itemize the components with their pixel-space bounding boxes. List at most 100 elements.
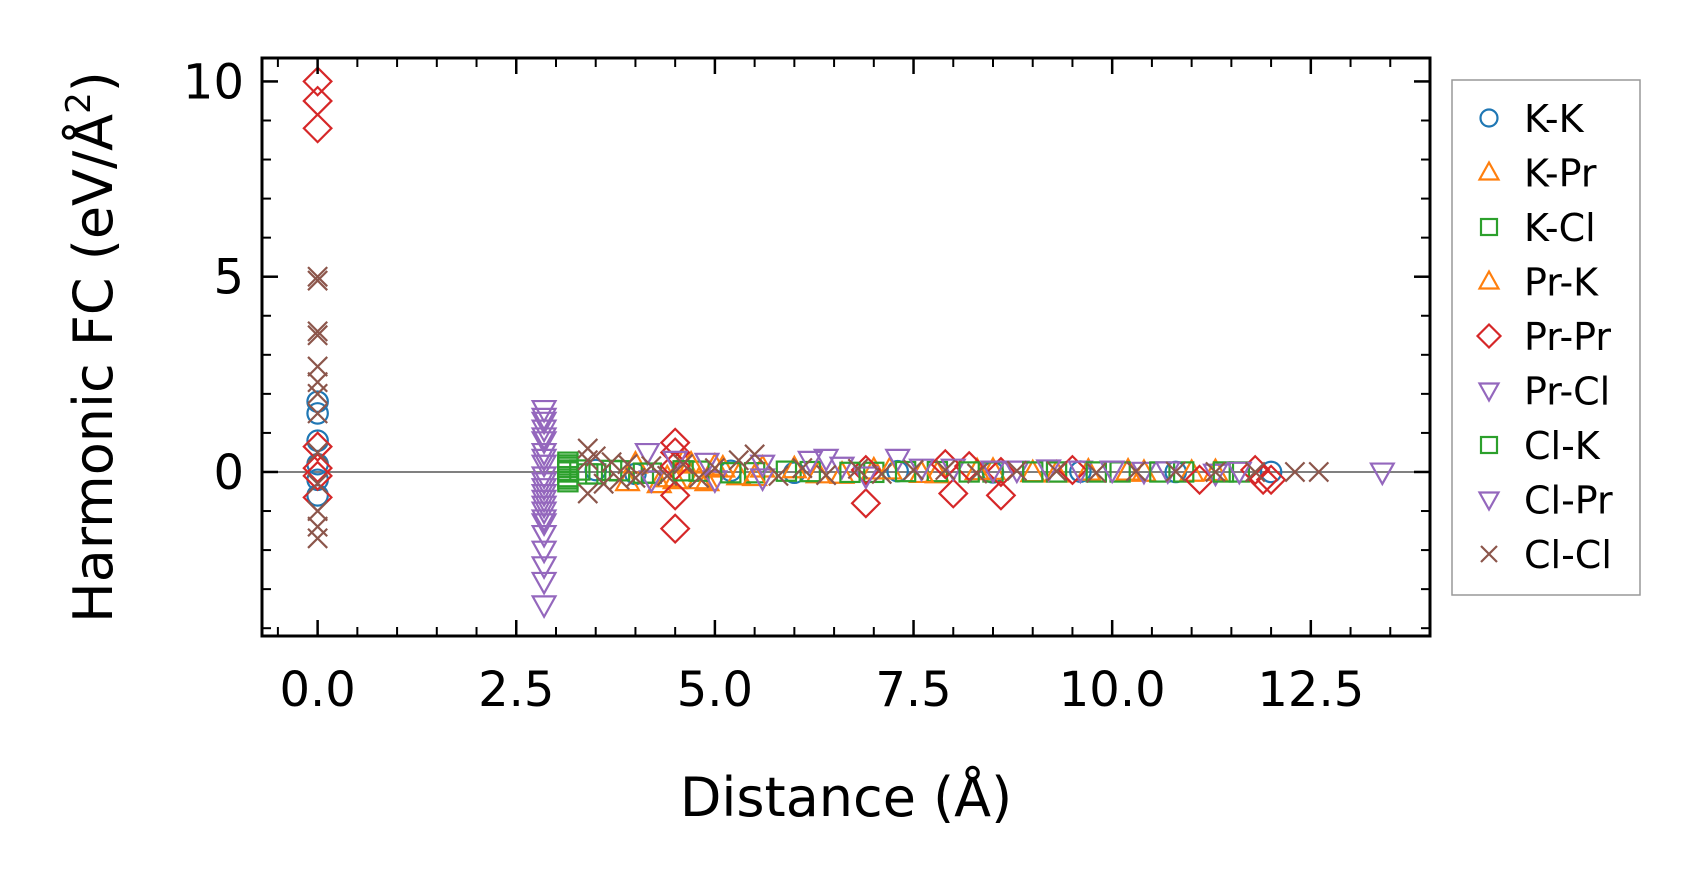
data-point-pr-cl bbox=[530, 399, 558, 424]
series-pr-pr bbox=[302, 66, 1287, 544]
data-point-cl-cl bbox=[966, 463, 988, 484]
legend-label-pr-cl: Pr-Cl bbox=[1524, 370, 1610, 414]
data-point-cl-cl bbox=[307, 383, 328, 405]
legend-marker-k-cl bbox=[1479, 217, 1499, 237]
legend-label-k-k: K-K bbox=[1524, 97, 1585, 141]
data-point-cl-cl bbox=[672, 453, 694, 475]
data-point-cl-pr bbox=[1369, 462, 1396, 487]
data-point-pr-cl bbox=[530, 454, 558, 479]
data-point-pr-pr bbox=[850, 454, 882, 486]
data-point-cl-cl bbox=[656, 465, 678, 487]
data-point-pr-cl bbox=[530, 501, 558, 526]
data-point-pr-cl bbox=[634, 442, 661, 467]
legend-marker-pr-k bbox=[1477, 269, 1501, 290]
data-point-pr-cl bbox=[796, 450, 824, 475]
data-point-pr-cl bbox=[530, 513, 558, 537]
data-point-pr-pr bbox=[850, 487, 882, 519]
data-point-pr-cl bbox=[530, 524, 558, 549]
data-point-cl-k bbox=[632, 462, 655, 484]
data-point-cl-cl bbox=[307, 442, 328, 463]
data-point-cl-pr bbox=[693, 452, 721, 477]
legend-marker-k-pr bbox=[1477, 160, 1501, 181]
data-point-cl-cl bbox=[768, 465, 789, 487]
legend-marker-k-k bbox=[1479, 108, 1499, 128]
data-point-pr-pr bbox=[302, 460, 333, 492]
data-point-pr-cl bbox=[828, 456, 856, 481]
data-point-pr-cl bbox=[530, 489, 558, 514]
data-point-cl-pr bbox=[530, 411, 558, 436]
data-point-cl-k bbox=[1022, 461, 1044, 483]
y-tick-label: 5 bbox=[213, 250, 244, 306]
legend-label-k-cl: K-Cl bbox=[1524, 206, 1596, 250]
data-point-cl-pr bbox=[908, 458, 935, 483]
data-point-pr-pr bbox=[302, 452, 333, 484]
data-point-pr-pr bbox=[937, 478, 969, 509]
data-point-cl-cl bbox=[1308, 461, 1330, 483]
data-point-cl-cl bbox=[307, 527, 328, 549]
data-point-cl-cl bbox=[307, 266, 328, 288]
data-point-cl-cl bbox=[1006, 460, 1028, 482]
data-point-cl-pr bbox=[530, 472, 558, 496]
data-point-cl-cl bbox=[625, 467, 646, 489]
data-point-pr-pr bbox=[1255, 464, 1287, 496]
data-point-pr-pr bbox=[659, 513, 691, 544]
x-tick-label: 10.0 bbox=[1059, 662, 1166, 718]
data-point-cl-cl bbox=[307, 321, 328, 342]
legend-marker-cl-cl bbox=[1480, 545, 1498, 563]
data-point-cl-pr bbox=[979, 460, 1007, 485]
data-point-cl-cl bbox=[1165, 461, 1187, 482]
x-tick-label: 2.5 bbox=[478, 662, 554, 718]
data-point-pr-k bbox=[741, 462, 768, 487]
data-point-pr-pr bbox=[302, 66, 333, 97]
legend-label-pr-pr: Pr-Pr bbox=[1524, 315, 1611, 359]
data-point-pr-cl bbox=[530, 442, 558, 467]
data-point-pr-pr bbox=[985, 456, 1017, 488]
data-point-cl-cl bbox=[903, 459, 924, 481]
data-point-cl-cl bbox=[585, 445, 607, 467]
data-point-cl-cl bbox=[1125, 460, 1147, 482]
legend-marker-pr-cl bbox=[1477, 382, 1501, 403]
series-cl-cl bbox=[307, 266, 1330, 549]
data-point-cl-cl bbox=[815, 464, 837, 486]
data-point-cl-cl bbox=[1046, 460, 1067, 482]
data-point-pr-cl bbox=[749, 454, 776, 479]
legend-marker-cl-k bbox=[1479, 435, 1499, 455]
data-point-k-cl bbox=[799, 460, 821, 483]
data-point-pr-cl bbox=[530, 478, 558, 502]
data-point-cl-cl bbox=[307, 324, 328, 346]
data-point-cl-pr bbox=[530, 509, 558, 534]
legend: K-K K-Pr K-Cl Pr-K Pr-Pr Pr-Cl Cl-K Cl-Pr Cl-Cl bbox=[1451, 79, 1641, 596]
data-point-pr-cl bbox=[530, 407, 558, 432]
data-point-pr-cl bbox=[530, 595, 558, 620]
data-point-cl-k bbox=[720, 462, 742, 484]
data-point-k-k bbox=[1259, 460, 1283, 484]
data-point-pr-cl bbox=[530, 571, 558, 596]
legend-label-cl-pr: Cl-Pr bbox=[1524, 479, 1613, 523]
data-point-cl-pr bbox=[1226, 461, 1253, 486]
data-point-cl-pr bbox=[1098, 460, 1126, 485]
data-point-cl-cl bbox=[617, 453, 638, 475]
data-point-cl-pr bbox=[530, 427, 558, 452]
data-point-k-k bbox=[306, 402, 329, 425]
data-point-cl-cl bbox=[688, 467, 710, 489]
legend-label-k-pr: K-Pr bbox=[1524, 152, 1597, 196]
data-point-pr-pr bbox=[985, 480, 1017, 511]
data-point-pr-cl bbox=[530, 466, 558, 491]
data-point-pr-cl bbox=[884, 448, 911, 473]
data-point-cl-cl bbox=[593, 473, 615, 495]
data-point-pr-pr bbox=[302, 431, 333, 462]
data-point-pr-cl bbox=[1202, 463, 1229, 488]
y-tick-label: 10 bbox=[183, 54, 244, 110]
x-tick-label: 7.5 bbox=[875, 662, 951, 718]
data-point-cl-cl bbox=[307, 403, 328, 424]
data-point-cl-cl bbox=[871, 463, 893, 485]
data-point-k-cl bbox=[1045, 461, 1068, 483]
data-point-cl-k bbox=[775, 460, 798, 482]
data-point-pr-pr bbox=[659, 437, 691, 468]
legend-marker-cl-pr bbox=[1477, 491, 1501, 512]
data-point-cl-cl bbox=[744, 444, 766, 465]
data-point-cl-k bbox=[839, 461, 861, 484]
data-point-pr-cl bbox=[530, 540, 558, 565]
data-point-cl-pr bbox=[812, 448, 840, 473]
